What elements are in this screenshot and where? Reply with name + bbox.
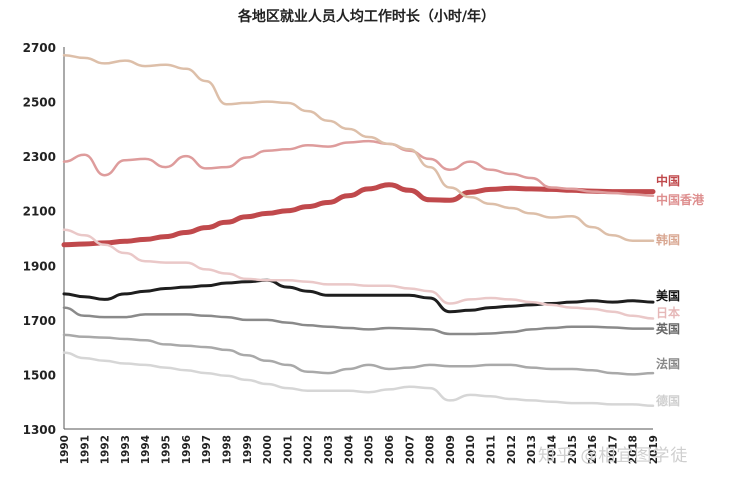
x-tick-label: 2019 (648, 435, 660, 464)
series-line-英国 (62, 306, 655, 336)
x-tick-label: 2000 (262, 435, 274, 464)
series-line-中国香港 (62, 139, 655, 197)
x-tick-label: 2004 (343, 435, 355, 464)
series-line-美国 (62, 278, 655, 314)
series-lines (61, 53, 656, 408)
series-label: 法国 (656, 356, 680, 371)
x-tick-label: 1993 (120, 435, 132, 464)
x-tick-label: 1991 (79, 435, 91, 464)
x-tick-label: 2011 (486, 435, 498, 464)
y-tick-label: 2100 (23, 205, 56, 219)
y-tick-label: 2500 (23, 96, 56, 110)
x-tick-label: 1997 (201, 435, 213, 464)
x-tick-label: 2016 (587, 435, 599, 464)
series-line-日本 (62, 228, 655, 320)
x-tick-label: 2006 (384, 435, 396, 464)
x-tick-label: 2003 (323, 435, 335, 464)
x-tick-label: 1999 (242, 435, 254, 464)
series-label: 英国 (656, 321, 680, 336)
x-tick-label: 2013 (526, 435, 538, 464)
series-line-中国 (61, 182, 656, 248)
y-tick-label: 2700 (23, 41, 56, 55)
x-tick-label: 1995 (161, 435, 173, 464)
axes (63, 47, 653, 430)
y-tick-label: 2300 (23, 150, 56, 164)
x-tick-label: 2005 (364, 435, 376, 464)
x-tick-label: 2001 (282, 435, 294, 464)
x-tick-label: 2008 (425, 435, 437, 464)
x-tick-label: 1998 (221, 435, 233, 464)
y-tick-label: 1700 (23, 314, 56, 328)
series-label: 美国 (656, 288, 680, 303)
x-tick-label: 2014 (546, 435, 558, 464)
x-tick-label: 1992 (100, 435, 112, 464)
x-tick-label: 2017 (607, 435, 619, 464)
series-line-德国 (62, 351, 655, 408)
series-label: 韩国 (656, 232, 680, 247)
x-tick-labels: 1990 1991 1992 1993 1994 1995 1996 1997 1998 1999… (59, 435, 660, 464)
x-tick-label: 2002 (303, 435, 315, 464)
y-tick-label: 1300 (23, 423, 56, 437)
x-tick-label: 2012 (506, 435, 518, 464)
series-label: 日本 (656, 305, 680, 320)
x-tick-label: 2018 (628, 435, 640, 464)
y-tick-label: 1900 (23, 259, 56, 273)
series-label: 中国 (656, 173, 680, 188)
x-tick-label: 2010 (465, 435, 477, 464)
y-tick-label: 1500 (23, 368, 56, 382)
x-tick-label: 1996 (181, 435, 193, 464)
x-tick-label: 2009 (445, 435, 457, 464)
watermark: 知乎 @相宜图学徒 (538, 446, 689, 466)
series-label: 德国 (656, 393, 680, 408)
y-tick-labels: 1300 1500 1700 1900 2100 2300 2500 2700 (23, 41, 56, 437)
x-tick-label: 1994 (140, 435, 152, 464)
x-tick-label: 1990 (59, 435, 71, 464)
x-tick-label: 2015 (567, 435, 579, 464)
chart-title: 各地区就业人员人均工作时长（小时/年） (237, 9, 496, 25)
x-tick-label: 2007 (404, 435, 416, 464)
series-label: 中国香港 (656, 192, 705, 207)
series-line-法国 (62, 333, 655, 376)
series-line-韩国 (62, 53, 655, 242)
